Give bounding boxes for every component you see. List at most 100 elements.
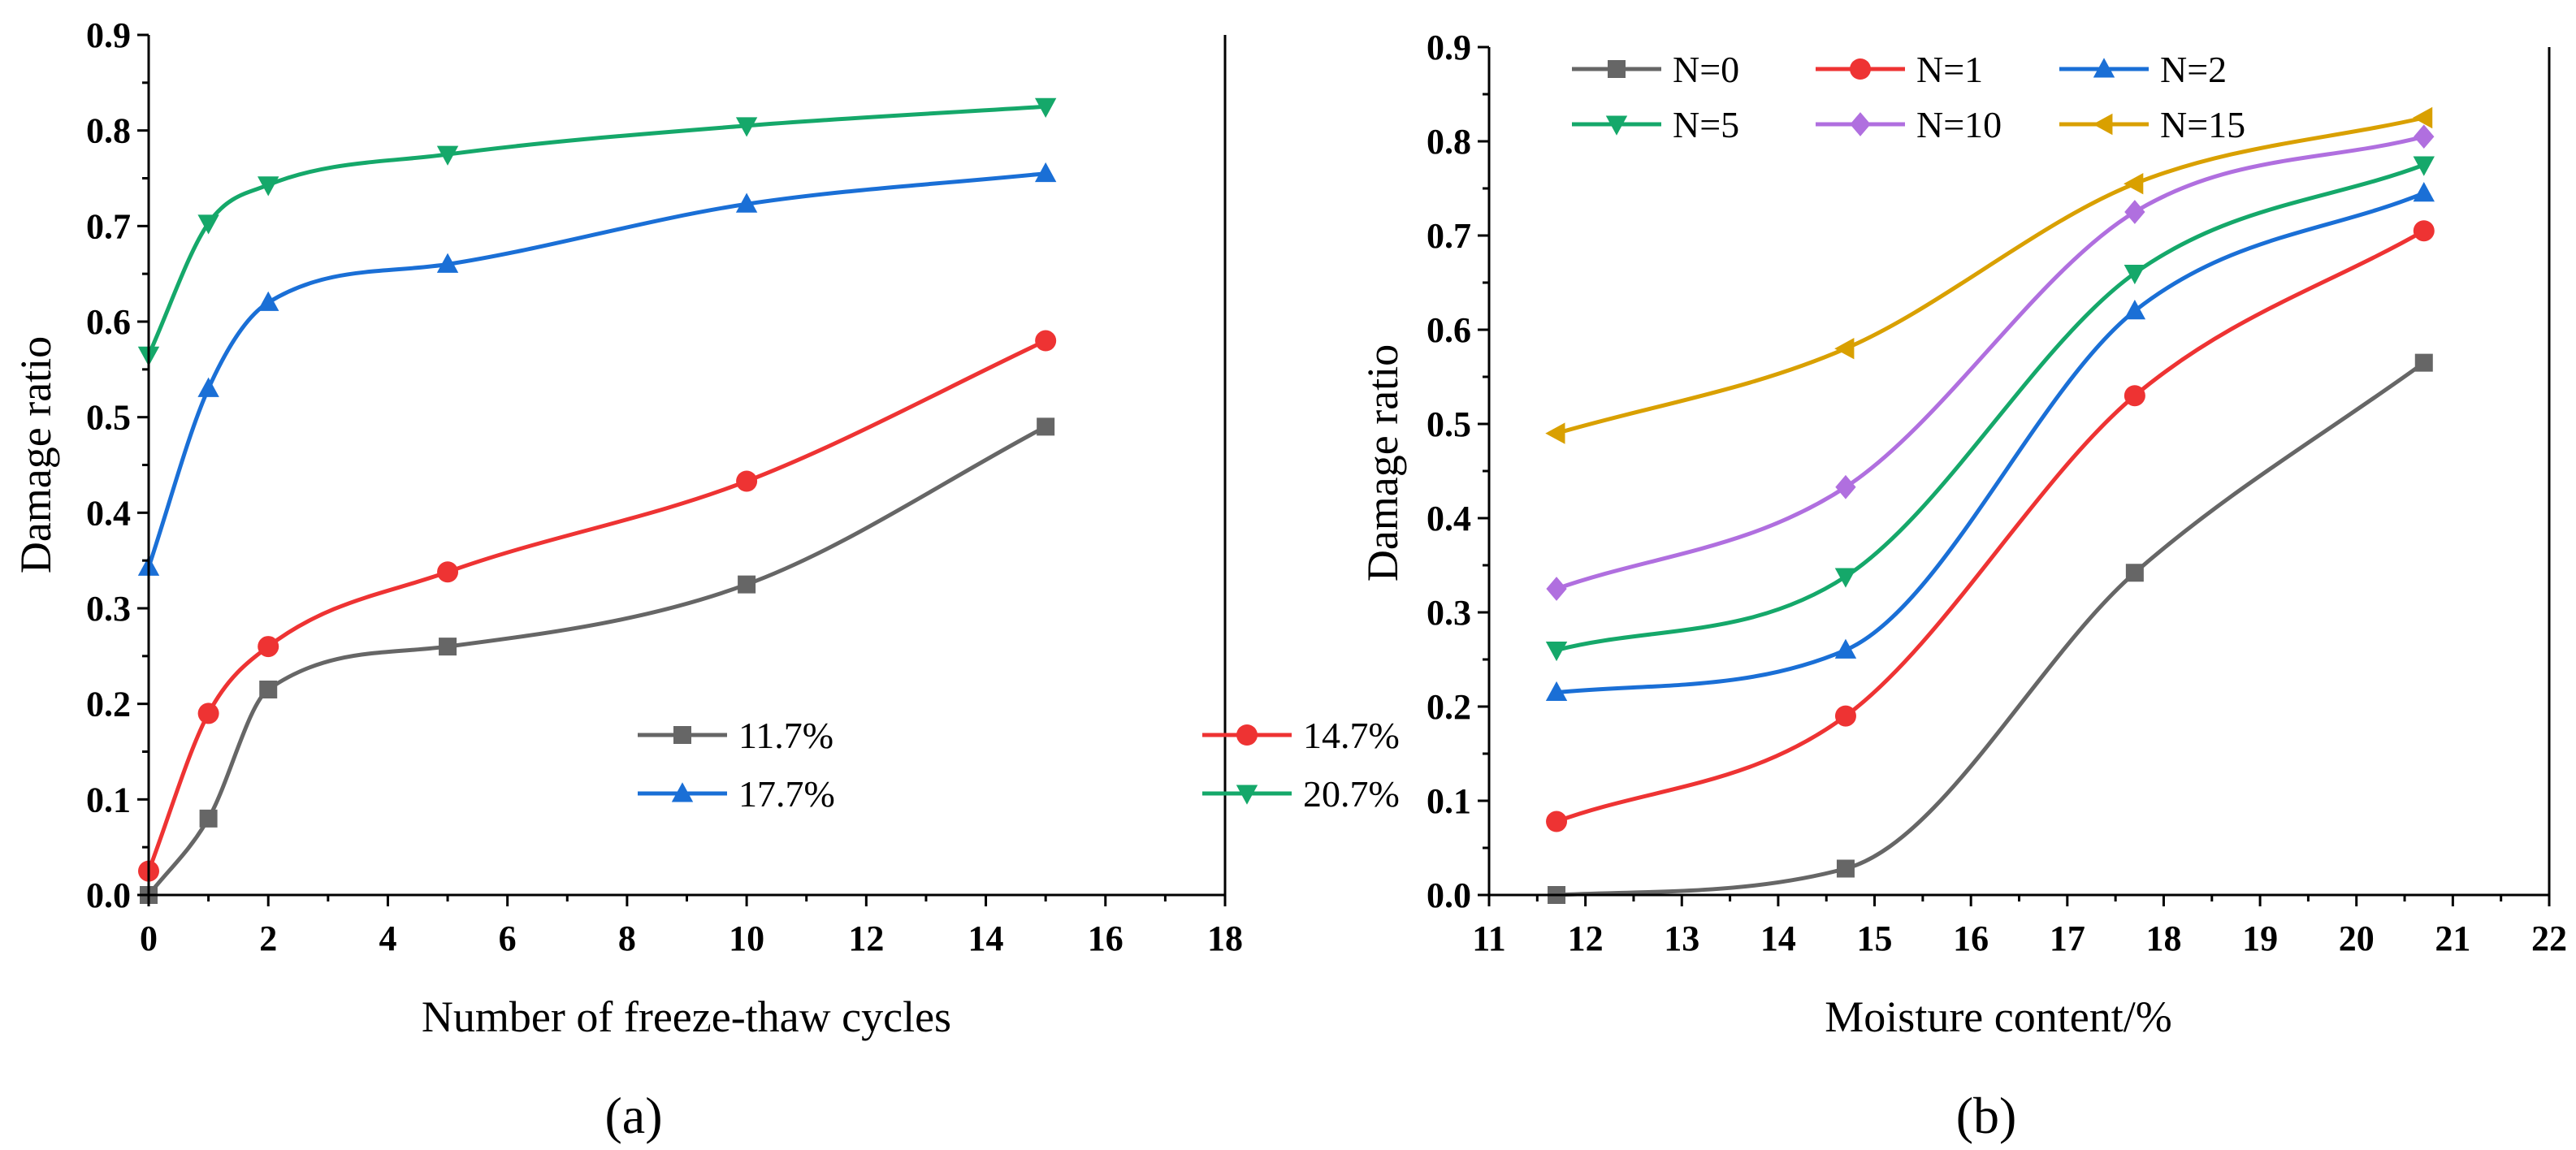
panel-a-data-point [735, 192, 758, 213]
panel-a-y-tick-label: 0.0 [86, 875, 131, 915]
panel-a-data-point [1034, 97, 1057, 118]
panel-b-series-0 [1548, 353, 2433, 904]
panel-b-series-layer [1545, 106, 2435, 904]
panel-a-legend: 11.7% 14.7% 17.7% 20.7% [638, 715, 1400, 815]
panel-a-data-point [259, 681, 278, 699]
panel-b-y-tick-label: 0.1 [1427, 781, 1471, 821]
panel-a-legend-marker [1236, 724, 1258, 746]
panel-a-x-tick-label: 14 [968, 919, 1004, 958]
panel-a-y-tick-label: 0.8 [86, 111, 131, 151]
panel-b-data-point [2413, 106, 2433, 129]
panel-b-data-point [1834, 638, 1857, 659]
panel-b-series-3 [1545, 156, 2435, 662]
panel-a-x-tick-label: 0 [140, 919, 158, 958]
panel-b-data-point [1546, 577, 1567, 601]
panel-b-series-4 [1546, 124, 2435, 601]
panel-a-series-3 [137, 97, 1057, 366]
panel-b-legend-marker [1850, 112, 1871, 136]
panel-a-series-line [146, 104, 1048, 357]
panel-b-data-point [1836, 859, 1855, 878]
panel-b-x-tick-label: 21 [2435, 919, 2470, 958]
panel-a-axes: 0.0 0.1 0.2 0.3 0.4 0.5 0.6 0.7 0.8 0.9 0 2 4 6 8 10 12 1… [86, 15, 1243, 958]
panel-a-x-tick-label: 4 [379, 919, 396, 958]
panel-b-data-point [2125, 564, 2144, 582]
panel-b-data-point [1545, 641, 1568, 662]
panel-a-y-tick-label: 0.3 [86, 589, 131, 629]
panel-b-x-tick-label: 14 [1760, 919, 1796, 958]
panel-b-legend-label: N=10 [1916, 104, 2002, 145]
panel-a-chart: 0.0 0.1 0.2 0.3 0.4 0.5 0.6 0.7 0.8 0.9 0 2 4 6 8 10 12 1… [11, 15, 1400, 1144]
panel-a-data-point [197, 703, 219, 724]
panel-b-x-tick-label: 15 [1857, 919, 1893, 958]
panel-b-x-tick-label: 13 [1664, 919, 1699, 958]
panel-b-x-tick-label: 11 [1472, 919, 1506, 958]
panel-b-legend-label: N=0 [1673, 49, 1739, 90]
panel-b-y-axis-title: Damage ratio [1358, 344, 1407, 581]
panel-b-label: (b) [1956, 1087, 2017, 1144]
panel-b-legend-item: N=15 [2059, 104, 2245, 145]
panel-b-legend-item: N=10 [1816, 104, 2002, 145]
panel-a-data-point [1034, 162, 1057, 183]
panel-a-y-tick-label: 0.6 [86, 302, 131, 342]
panel-b-legend-label: N=1 [1916, 49, 1983, 90]
panel-a-legend-marker [671, 782, 694, 802]
panel-a-data-point [436, 145, 459, 166]
panel-a-y-tick-label: 0.1 [86, 780, 131, 819]
panel-a-x-tick-label: 6 [499, 919, 517, 958]
panel-a-data-point [258, 636, 279, 658]
panel-b-data-point [1834, 705, 1856, 727]
panel-b-series-line [1554, 115, 2427, 436]
panel-b-x-tick-label: 18 [2145, 919, 2181, 958]
panel-a-legend-marker [1236, 785, 1258, 805]
panel-a-data-point [258, 291, 279, 311]
panel-a-legend-marker [673, 726, 691, 744]
panel-b-series-2 [1545, 182, 2435, 702]
panel-b-data-point [1546, 811, 1568, 832]
panel-b-legend-marker [1850, 58, 1871, 80]
panel-a-series-1 [138, 330, 1057, 882]
panel-a-x-tick-label: 2 [259, 919, 277, 958]
panel-a-legend-label: 17.7% [738, 773, 835, 815]
panel-a-legend-item: 14.7% [1202, 715, 1400, 756]
panel-b-data-point [1834, 568, 1857, 588]
panel-a-legend-item: 11.7% [638, 715, 833, 756]
panel-b-x-tick-label: 19 [2242, 919, 2278, 958]
panel-a-axis-frame [147, 35, 1227, 897]
panel-a-x-tick-label: 8 [618, 919, 636, 958]
panel-a-x-tick-label: 16 [1088, 919, 1123, 958]
panel-b-series-line [1554, 134, 2427, 591]
panel-b-series-line [1554, 191, 2427, 695]
panel-a-y-tick-label: 0.5 [86, 398, 131, 438]
panel-a-series-line [146, 171, 1048, 569]
panel-a-label: (a) [604, 1087, 662, 1144]
panel-b-y-tick-label: 0.7 [1427, 216, 1471, 256]
panel-a-series-0 [140, 417, 1055, 904]
panel-b-legend-marker [2093, 58, 2115, 78]
panel-a-y-tick-label: 0.7 [86, 206, 131, 246]
panel-a-legend-item: 17.7% [638, 773, 835, 815]
panel-a-legend-label: 20.7% [1303, 773, 1400, 815]
panel-b-axes: 0.0 0.1 0.2 0.3 0.4 0.5 0.6 0.7 0.8 0.9 11 12 13 14 15… [1427, 28, 2567, 958]
panel-a-series-line [146, 424, 1048, 897]
panel-b-x-tick-label: 16 [1953, 919, 1989, 958]
panel-b-data-point [2124, 385, 2145, 407]
panel-a-data-point [1035, 330, 1057, 352]
panel-a-data-point [199, 809, 218, 828]
panel-a-legend-label: 11.7% [738, 715, 833, 756]
panel-b-data-point [2413, 156, 2435, 176]
panel-b-y-tick-label: 0.3 [1427, 593, 1471, 633]
panel-a-data-point [436, 253, 459, 273]
panel-b-data-point [1835, 474, 1856, 499]
panel-a-data-point [738, 575, 756, 594]
panel-a-series-2 [137, 162, 1057, 576]
panel-b-data-point [2124, 300, 2146, 320]
panel-b-data-point [2124, 173, 2144, 195]
panel-b-y-tick-label: 0.5 [1427, 404, 1471, 444]
panel-b-data-point [2413, 182, 2435, 202]
panel-b-y-tick-label: 0.0 [1427, 875, 1471, 915]
panel-b-legend-marker [2093, 113, 2113, 136]
panel-b-y-tick-label: 0.6 [1427, 310, 1471, 350]
panel-b-data-point [1545, 681, 1568, 702]
panel-a-data-point [258, 176, 279, 197]
panel-a-y-axis-title: Damage ratio [11, 336, 60, 573]
